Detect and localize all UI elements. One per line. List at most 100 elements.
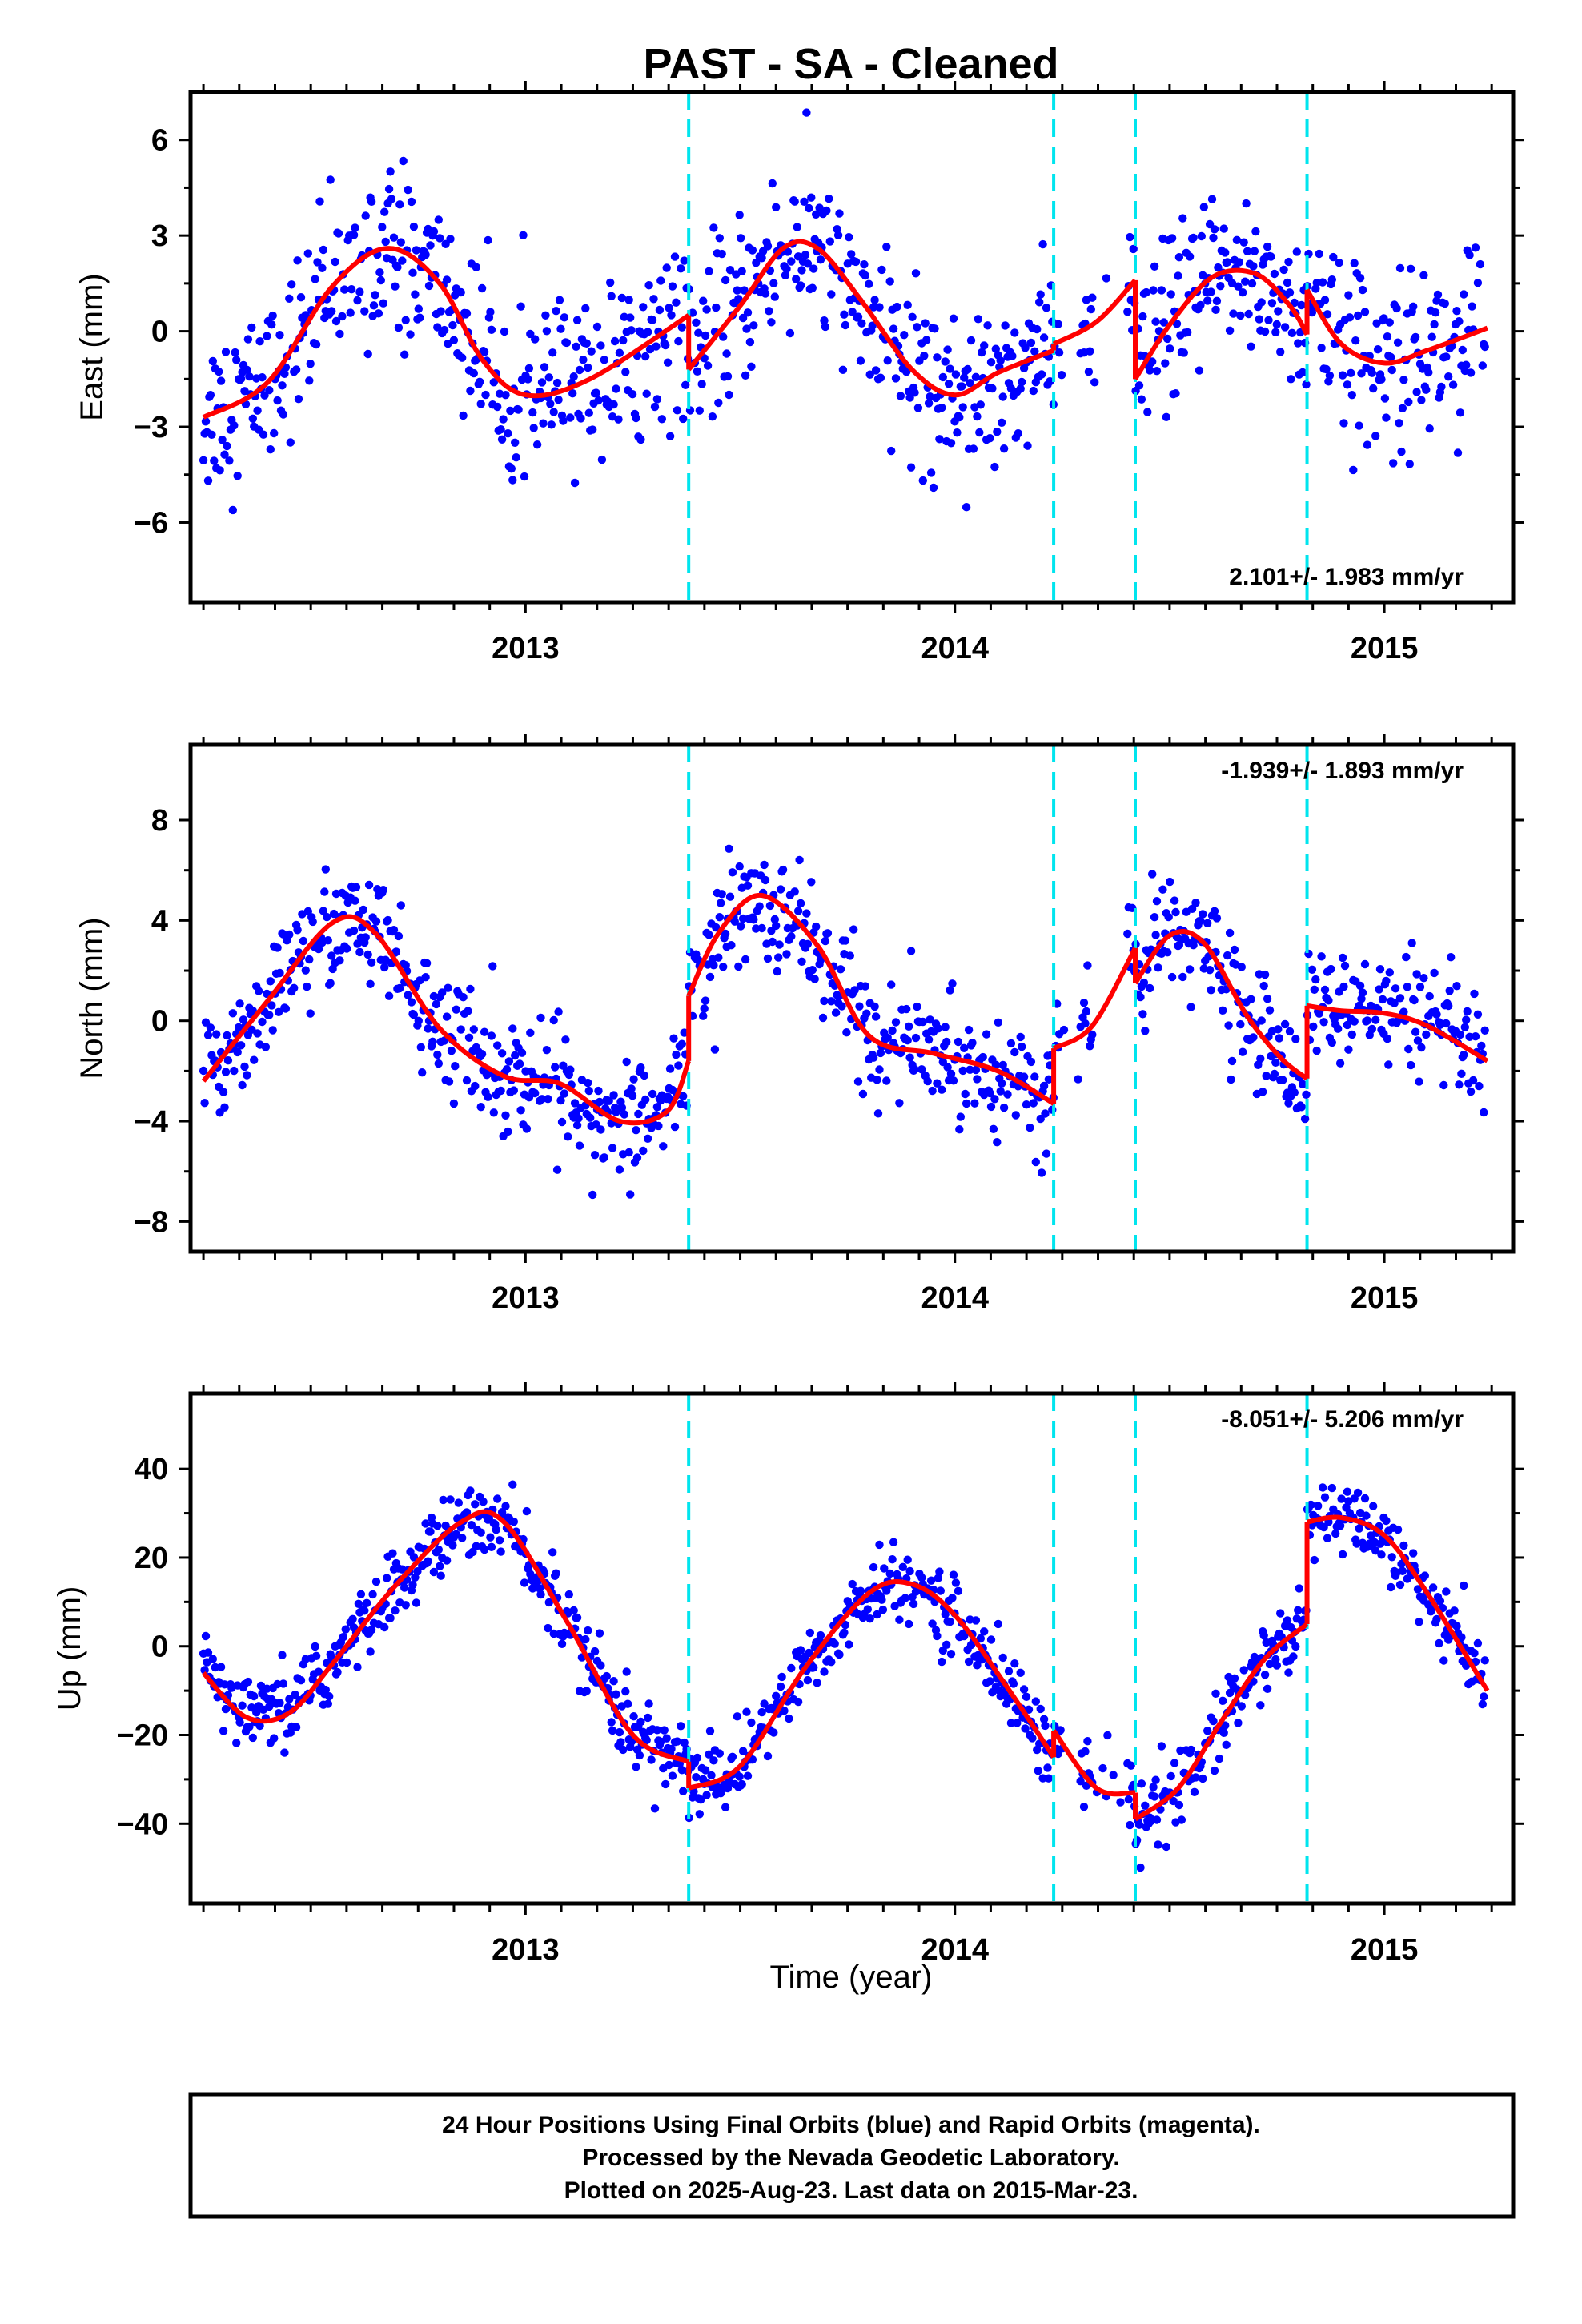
data-point [367, 1626, 376, 1634]
data-point [747, 1718, 756, 1727]
data-point [391, 947, 401, 956]
model-segment [202, 246, 690, 420]
data-point [444, 1077, 454, 1086]
data-point [877, 1595, 886, 1604]
data-point [980, 1627, 989, 1636]
data-point [782, 264, 791, 274]
data-point [627, 1084, 636, 1093]
data-point [946, 1069, 956, 1079]
data-point [1081, 1747, 1090, 1756]
data-point [768, 937, 777, 947]
data-point [584, 408, 593, 417]
data-point [1343, 1487, 1352, 1496]
data-point [953, 428, 962, 437]
data-point [709, 961, 718, 970]
data-point [1086, 347, 1094, 356]
data-point [608, 1144, 617, 1152]
data-point [1247, 279, 1257, 288]
data-point [1016, 384, 1025, 393]
data-point [763, 1751, 773, 1761]
data-point [1152, 897, 1162, 906]
data-point [679, 1787, 688, 1795]
data-point [911, 1033, 921, 1043]
data-point [449, 336, 459, 344]
data-point [948, 1594, 957, 1602]
data-point [462, 309, 472, 318]
data-point [1166, 290, 1175, 299]
data-point [954, 1037, 963, 1047]
data-point [531, 1088, 540, 1098]
data-point [238, 1080, 247, 1090]
data-point [552, 378, 562, 388]
data-point [1215, 1754, 1224, 1763]
east-frame [188, 90, 1516, 605]
data-point [1279, 265, 1288, 275]
data-point [509, 1517, 518, 1526]
data-point [549, 1015, 558, 1025]
data-point [928, 1086, 937, 1096]
data-point [1373, 345, 1383, 354]
data-point [375, 268, 384, 277]
data-point [575, 1141, 584, 1150]
data-point [1409, 302, 1418, 311]
y-tick-label: 0 [151, 1005, 168, 1039]
data-point [1478, 1699, 1488, 1709]
data-point [847, 250, 856, 259]
data-point [845, 233, 853, 242]
data-point [548, 1548, 557, 1557]
data-point [438, 988, 447, 997]
data-point [1310, 985, 1319, 995]
data-point [404, 185, 412, 195]
data-point [1022, 1100, 1031, 1109]
data-point [1371, 432, 1380, 440]
data-point [1471, 1032, 1480, 1041]
up-panel: 2013 2014 2015 −40 −20 0 20 40 Up (mm) -8.051+/- … [52, 1382, 1524, 1967]
data-point [703, 361, 713, 370]
data-point [1210, 907, 1219, 916]
data-point [692, 1773, 701, 1782]
data-point [1291, 1642, 1300, 1651]
data-point [1260, 1671, 1270, 1679]
data-point [1031, 1697, 1041, 1706]
data-point [1424, 368, 1433, 377]
data-point [331, 316, 341, 326]
data-point [910, 1065, 919, 1074]
data-point [842, 1028, 851, 1037]
data-point [641, 1095, 650, 1104]
x-tick-label: 2015 [1351, 632, 1419, 665]
data-point [863, 1605, 873, 1614]
y-tick-label: 4 [151, 904, 168, 938]
data-point [1302, 1090, 1311, 1100]
data-point [602, 1671, 611, 1681]
data-point [805, 1628, 814, 1638]
data-point [1141, 1027, 1150, 1035]
data-point [873, 1076, 881, 1084]
data-point [641, 352, 650, 361]
data-point [1395, 1580, 1405, 1590]
data-point [695, 1810, 704, 1819]
data-point [1393, 1525, 1403, 1534]
data-point [436, 234, 444, 243]
data-point [1338, 953, 1347, 963]
data-point [383, 1574, 391, 1582]
data-point [221, 348, 231, 356]
data-point [946, 1650, 956, 1659]
data-point [521, 1067, 530, 1076]
data-point [448, 320, 457, 330]
data-point [236, 1041, 246, 1050]
data-point [1207, 195, 1217, 203]
data-point [399, 156, 408, 166]
data-point [311, 340, 321, 349]
data-point [327, 307, 336, 316]
x-tick-label: 2015 [1351, 1933, 1419, 1967]
data-point [1439, 1656, 1448, 1665]
data-point [1210, 225, 1219, 234]
data-point [1234, 1719, 1243, 1727]
data-point [1219, 1696, 1227, 1705]
data-point [1241, 1691, 1250, 1699]
data-point [1385, 968, 1395, 977]
data-point [1317, 952, 1326, 961]
data-point [1327, 1483, 1337, 1493]
data-point [710, 1045, 720, 1054]
data-point [942, 1037, 951, 1047]
